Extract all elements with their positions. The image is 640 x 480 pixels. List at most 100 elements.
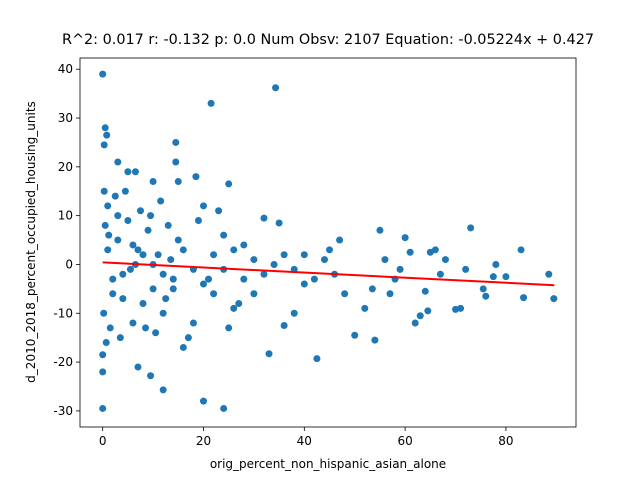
point bbox=[194, 217, 202, 225]
point bbox=[134, 363, 142, 371]
point bbox=[124, 168, 132, 176]
point bbox=[220, 231, 228, 239]
y-tick-label: 0 bbox=[65, 257, 73, 271]
point bbox=[280, 251, 288, 259]
point bbox=[100, 187, 108, 195]
y-tick-label: 30 bbox=[58, 111, 73, 125]
point bbox=[179, 246, 187, 254]
point bbox=[199, 397, 207, 405]
point bbox=[139, 251, 147, 259]
point bbox=[225, 180, 233, 188]
point bbox=[99, 351, 107, 359]
point bbox=[131, 168, 139, 176]
point bbox=[169, 275, 177, 283]
point bbox=[250, 290, 258, 298]
point bbox=[265, 350, 273, 358]
point bbox=[424, 307, 432, 315]
point bbox=[421, 287, 429, 295]
point bbox=[386, 290, 394, 298]
point bbox=[416, 312, 424, 320]
point bbox=[114, 236, 122, 244]
point bbox=[396, 265, 404, 273]
point bbox=[114, 158, 122, 166]
point bbox=[169, 285, 177, 293]
point bbox=[100, 309, 108, 317]
point bbox=[199, 280, 207, 288]
point bbox=[371, 336, 379, 344]
y-tick-label: 40 bbox=[58, 62, 73, 76]
point bbox=[240, 241, 248, 249]
point bbox=[126, 265, 134, 273]
point bbox=[147, 212, 155, 220]
point bbox=[111, 192, 119, 200]
point bbox=[119, 270, 127, 278]
point bbox=[210, 251, 218, 259]
point bbox=[104, 202, 112, 210]
point bbox=[210, 290, 218, 298]
y-axis-label: d_2010_2018_percent_occupied_housing_uni… bbox=[24, 101, 38, 383]
point bbox=[260, 270, 268, 278]
point bbox=[336, 236, 344, 244]
point bbox=[147, 372, 155, 380]
point bbox=[550, 295, 558, 303]
point bbox=[104, 246, 112, 254]
point bbox=[517, 246, 525, 254]
x-axis-label: orig_percent_non_hispanic_asian_alone bbox=[210, 457, 446, 471]
point bbox=[102, 339, 110, 347]
point bbox=[341, 290, 349, 298]
plot-frame bbox=[79, 57, 577, 428]
point bbox=[351, 331, 359, 339]
point bbox=[502, 273, 510, 281]
y-tick-label: -30 bbox=[53, 404, 73, 418]
point bbox=[105, 231, 113, 239]
point bbox=[159, 270, 167, 278]
point bbox=[300, 280, 308, 288]
y-tick-label: 10 bbox=[58, 209, 73, 223]
point bbox=[489, 273, 497, 281]
point bbox=[467, 224, 475, 232]
point bbox=[272, 84, 280, 92]
point bbox=[142, 324, 150, 332]
x-tick-label: 20 bbox=[196, 434, 211, 448]
point bbox=[310, 275, 318, 283]
point bbox=[260, 214, 268, 222]
point bbox=[441, 256, 449, 264]
point bbox=[159, 309, 167, 317]
point bbox=[99, 70, 107, 78]
point bbox=[215, 207, 223, 215]
point bbox=[189, 319, 197, 327]
point bbox=[368, 285, 376, 293]
point bbox=[136, 207, 144, 215]
point bbox=[462, 265, 470, 273]
point bbox=[406, 248, 414, 256]
point bbox=[220, 404, 228, 412]
y-tick-label: -10 bbox=[53, 306, 73, 320]
point bbox=[199, 202, 207, 210]
point bbox=[174, 236, 182, 244]
x-tick-label: 40 bbox=[297, 434, 312, 448]
point bbox=[381, 256, 389, 264]
regression-line bbox=[102, 261, 555, 287]
point bbox=[240, 275, 248, 283]
point bbox=[172, 158, 180, 166]
point bbox=[313, 355, 321, 363]
chart-title: R^2: 0.017 r: -0.132 p: 0.0 Num Obsv: 21… bbox=[62, 32, 594, 48]
point bbox=[99, 404, 107, 412]
point bbox=[121, 187, 129, 195]
point bbox=[109, 275, 117, 283]
point bbox=[492, 260, 500, 268]
point bbox=[376, 226, 384, 234]
point bbox=[300, 251, 308, 259]
point bbox=[326, 246, 334, 254]
point bbox=[452, 305, 460, 313]
point bbox=[162, 295, 170, 303]
point bbox=[207, 99, 215, 107]
point bbox=[192, 173, 200, 181]
x-tick-label: 80 bbox=[498, 434, 513, 448]
point bbox=[545, 270, 553, 278]
point bbox=[431, 246, 439, 254]
point bbox=[154, 251, 162, 259]
point bbox=[164, 221, 172, 229]
